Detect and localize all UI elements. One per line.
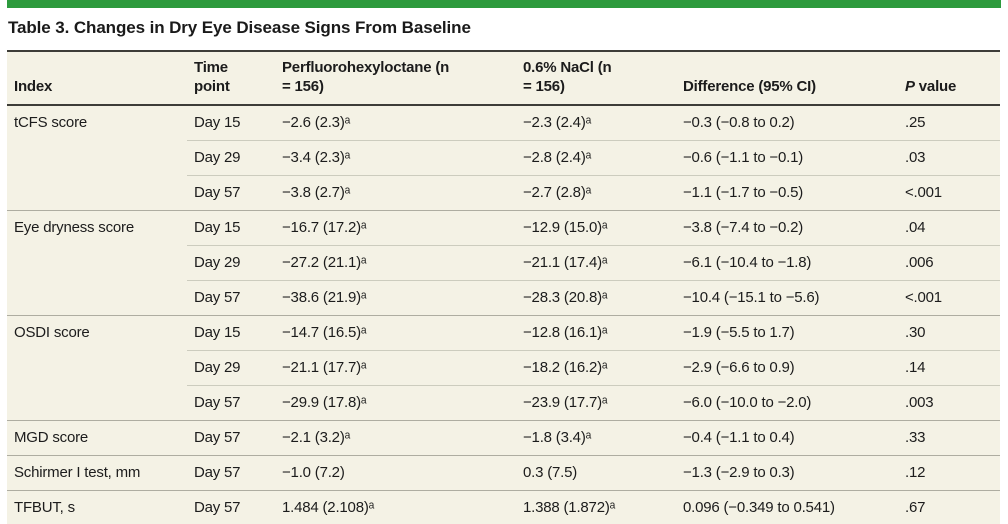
dry-eye-signs-table: Index Time point Perfluorohexyloctane (n…	[7, 50, 1000, 524]
cell-pfho: −38.6 (21.9)ᵃ	[275, 280, 516, 316]
cell-nacl: 1.388 (1.872)ᵃ	[516, 490, 676, 524]
cell-difference: −0.4 (−1.1 to 0.4)	[676, 420, 898, 456]
cell-nacl: −28.3 (20.8)ᵃ	[516, 280, 676, 316]
cell-nacl: −12.9 (15.0)ᵃ	[516, 210, 676, 246]
cell-time-point: Day 57	[187, 280, 275, 316]
table-row: Day 29 −3.4 (2.3)ᵃ −2.8 (2.4)ᵃ −0.6 (−1.…	[7, 140, 1000, 176]
table-row: tCFS score Day 15 −2.6 (2.3)ᵃ −2.3 (2.4)…	[7, 105, 1000, 141]
cell-pfho: −2.6 (2.3)ᵃ	[282, 114, 351, 131]
cell-p-value: <.001	[898, 280, 1000, 316]
table-body: tCFS score Day 15 −2.6 (2.3)ᵃ −2.3 (2.4)…	[7, 105, 1000, 524]
table-row: OSDI score Day 15 −14.7 (16.5)ᵃ −12.8 (1…	[7, 315, 1000, 421]
cell-index: TFBUT, s	[7, 490, 187, 524]
cell-index: tCFS score	[14, 114, 88, 131]
cell-pfho: 1.484 (2.108)ᵃ	[275, 490, 516, 524]
col-header-index: Index	[7, 51, 187, 106]
col-header-p-value: P value	[898, 51, 1000, 106]
cell-nacl: −1.8 (3.4)ᵃ	[516, 420, 676, 456]
cell-time-point: Day 29	[187, 245, 275, 281]
cell-difference: −3.8 (−7.4 to −0.2)	[676, 210, 898, 246]
col-header-time-point: Time point	[187, 51, 275, 106]
cell-index: Eye dryness score	[7, 210, 187, 316]
col-header-perfluorohexyloctane: Perfluorohexyloctane (n = 156)	[275, 51, 516, 106]
cell-nacl: −2.3 (2.4)ᵃ	[523, 114, 592, 131]
cell-index: Schirmer I test, mm	[7, 455, 187, 491]
cell-time-point: Day 29	[187, 140, 275, 176]
cell-nacl: −2.7 (2.8)ᵃ	[516, 175, 676, 211]
cell-p-value: .03	[898, 140, 1000, 176]
accent-bar	[7, 0, 1001, 8]
table-row: Schirmer I test, mm Day 57 −1.0 (7.2) 0.…	[7, 455, 1000, 491]
cell-nacl: −23.9 (17.7)ᵃ	[516, 385, 676, 421]
cell-pfho: −3.8 (2.7)ᵃ	[275, 175, 516, 211]
cell-difference: −10.4 (−15.1 to −5.6)	[676, 280, 898, 316]
table-row: Day 57 −29.9 (17.8)ᵃ −23.9 (17.7)ᵃ −6.0 …	[7, 385, 1000, 421]
cell-difference: −0.3 (−0.8 to 0.2)	[683, 114, 795, 131]
table-header: Index Time point Perfluorohexyloctane (n…	[7, 51, 1000, 106]
cell-time-point: Day 57	[187, 175, 275, 211]
cell-p-value: .25	[905, 114, 926, 131]
table-row: Day 29 −21.1 (17.7)ᵃ −18.2 (16.2)ᵃ −2.9 …	[7, 350, 1000, 386]
cell-difference: −2.9 (−6.6 to 0.9)	[676, 350, 898, 386]
header-row: Index Time point Perfluorohexyloctane (n…	[7, 51, 1000, 106]
cell-p-value: <.001	[898, 175, 1000, 211]
cell-difference: −6.0 (−10.0 to −2.0)	[676, 385, 898, 421]
cell-time-point: Day 29	[187, 350, 275, 386]
cell-index: MGD score	[7, 420, 187, 456]
cell-p-value: .003	[898, 385, 1000, 421]
col-header-time-point-label: Time point	[194, 59, 230, 95]
cell-difference: −6.1 (−10.4 to −1.8)	[676, 245, 898, 281]
col-header-perfluorohexyloctane-label: Perfluorohexyloctane (n = 156)	[282, 59, 450, 95]
col-header-difference-label: Difference (95% CI)	[683, 78, 816, 95]
cell-nacl: −21.1 (17.4)ᵃ	[516, 245, 676, 281]
cell-pfho: −3.4 (2.3)ᵃ	[275, 140, 516, 176]
cell-time-point: Day 15	[187, 210, 275, 246]
cell-time-point: Day 57	[187, 385, 275, 421]
cell-time-point: Day 57	[187, 455, 275, 491]
table-row: Day 57 −38.6 (21.9)ᵃ −28.3 (20.8)ᵃ −10.4…	[7, 280, 1000, 316]
col-header-nacl-label: 0.6% NaCl (n = 156)	[523, 59, 612, 95]
table-row: MGD score Day 57 −2.1 (3.2)ᵃ −1.8 (3.4)ᵃ…	[7, 420, 1000, 456]
cell-pfho: −27.2 (21.1)ᵃ	[275, 245, 516, 281]
col-header-index-label: Index	[14, 78, 53, 95]
cell-pfho: −29.9 (17.8)ᵃ	[275, 385, 516, 421]
cell-nacl: −12.8 (16.1)ᵃ	[516, 315, 676, 351]
cell-pfho: −2.1 (3.2)ᵃ	[275, 420, 516, 456]
col-header-difference: Difference (95% CI)	[676, 51, 898, 106]
cell-p-value: .12	[898, 455, 1000, 491]
cell-nacl: 0.3 (7.5)	[516, 455, 676, 491]
cell-index: OSDI score	[7, 315, 187, 421]
cell-pfho: −16.7 (17.2)ᵃ	[275, 210, 516, 246]
col-header-nacl: 0.6% NaCl (n = 156)	[516, 51, 676, 106]
cell-difference: −0.6 (−1.1 to −0.1)	[676, 140, 898, 176]
cell-p-value: .33	[898, 420, 1000, 456]
table-row: TFBUT, s Day 57 1.484 (2.108)ᵃ 1.388 (1.…	[7, 490, 1000, 524]
cell-p-value: .30	[898, 315, 1000, 351]
cell-nacl: −18.2 (16.2)ᵃ	[516, 350, 676, 386]
table-row: Eye dryness score Day 15 −16.7 (17.2)ᵃ −…	[7, 210, 1000, 316]
cell-time-point: Day 15	[187, 315, 275, 351]
cell-difference: 0.096 (−0.349 to 0.541)	[676, 490, 898, 524]
cell-p-value: .67	[898, 490, 1000, 524]
cell-p-value: .04	[898, 210, 1000, 246]
cell-pfho: −1.0 (7.2)	[275, 455, 516, 491]
cell-time-point: Day 57	[187, 490, 275, 524]
cell-difference: −1.1 (−1.7 to −0.5)	[676, 175, 898, 211]
table-row: Day 57 −3.8 (2.7)ᵃ −2.7 (2.8)ᵃ −1.1 (−1.…	[7, 175, 1000, 211]
cell-time-point: Day 57	[187, 420, 275, 456]
cell-pfho: −21.1 (17.7)ᵃ	[275, 350, 516, 386]
cell-difference: −1.9 (−5.5 to 1.7)	[676, 315, 898, 351]
cell-pfho: −14.7 (16.5)ᵃ	[275, 315, 516, 351]
cell-difference: −1.3 (−2.9 to 0.3)	[676, 455, 898, 491]
table-row: Day 29 −27.2 (21.1)ᵃ −21.1 (17.4)ᵃ −6.1 …	[7, 245, 1000, 281]
cell-nacl: −2.8 (2.4)ᵃ	[516, 140, 676, 176]
table-title: Table 3. Changes in Dry Eye Disease Sign…	[8, 18, 471, 37]
cell-p-value: .14	[898, 350, 1000, 386]
cell-time-point: Day 15	[194, 114, 241, 131]
cell-p-value: .006	[898, 245, 1000, 281]
